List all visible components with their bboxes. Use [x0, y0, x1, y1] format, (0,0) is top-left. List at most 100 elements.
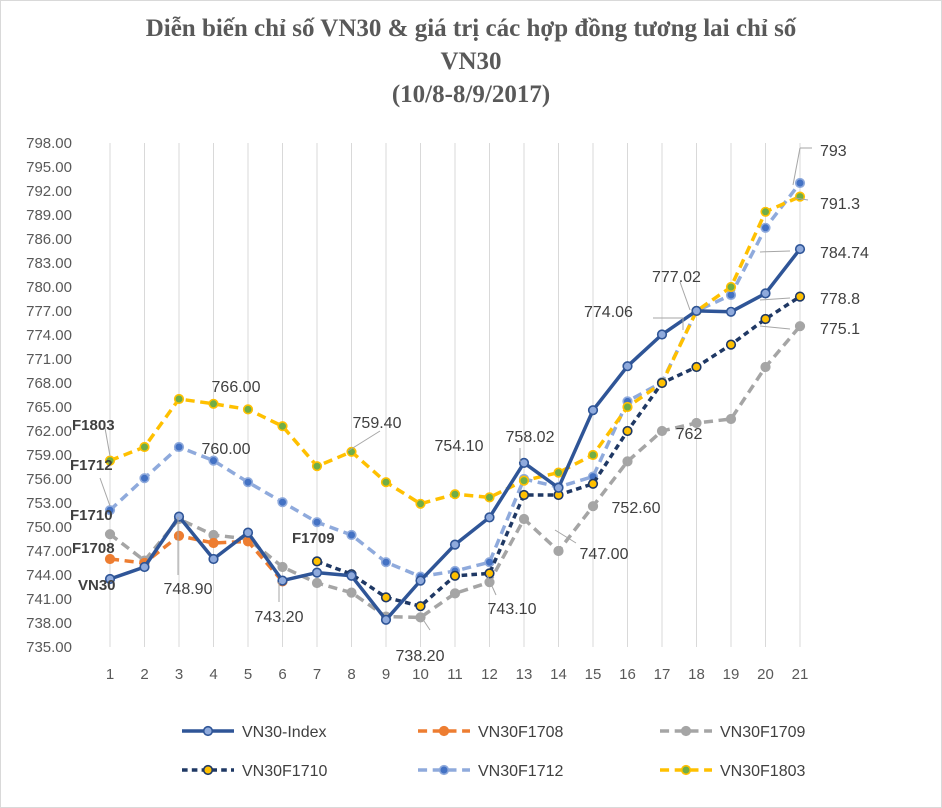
legend-item-vn30f1709[interactable]: VN30F1709 [660, 724, 805, 741]
point-vn30f1709-6 [277, 561, 288, 573]
y-tick-label: 777.00 [26, 303, 72, 320]
y-tick-label: 750.00 [26, 519, 72, 536]
point-vn30-index-2 [139, 561, 150, 573]
point-vn30-index-12 [484, 512, 495, 523]
x-tick-label-18: 18 [688, 666, 705, 683]
y-tick-label: 786.00 [26, 231, 72, 248]
annotation-leader [759, 250, 791, 253]
annotation-leader-lines [99, 147, 812, 631]
point-vn30f1709-11 [449, 588, 461, 599]
y-tick-label: 792.00 [26, 183, 72, 200]
point-vn30-index-21 [794, 243, 806, 255]
x-tick-label-17: 17 [654, 666, 671, 683]
data-label-759.40: 759.40 [353, 415, 402, 432]
x-tick-label-6: 6 [278, 666, 286, 683]
legend-label: VN30F1709 [720, 724, 805, 741]
data-label-743.10: 743.10 [488, 601, 537, 618]
point-vn30f1803-6 [277, 421, 288, 432]
y-tick-label: 735.00 [26, 639, 72, 656]
legend-marker [680, 725, 692, 737]
legend-item-vn30-index[interactable]: VN30-Index [182, 724, 327, 741]
point-vn30f1709-20 [760, 361, 771, 373]
annotation-leader [554, 529, 577, 544]
gridlines [109, 143, 801, 647]
point-vn30f1708-1 [104, 553, 116, 565]
point-vn30-index-4 [208, 553, 219, 565]
point-vn30f1803-3 [173, 393, 185, 405]
point-vn30-index-5 [242, 527, 254, 538]
legend-item-vn30f1712[interactable]: VN30F1712 [418, 763, 563, 780]
point-vn30f1710-17 [656, 377, 668, 389]
point-vn30f1803-2 [139, 441, 150, 453]
point-vn30-index-9 [380, 614, 392, 625]
point-vn30f1712-20 [760, 222, 771, 233]
x-tick-label-12: 12 [481, 666, 498, 683]
x-tick-label-11: 11 [447, 666, 463, 683]
point-vn30f1710-16 [622, 425, 633, 437]
x-axis-ticks: 1 2 3 4 5 6 7 8 9 10 11 12 13 14 15 16 17 18 19 20 21 [106, 666, 809, 683]
legend-item-vn30f1803[interactable]: VN30F1803 [660, 763, 805, 780]
point-vn30f1712-8 [346, 529, 357, 541]
legend-item-vn30f1708[interactable]: VN30F1708 [418, 724, 563, 741]
data-label-760.00: 760.00 [202, 441, 251, 458]
point-vn30f1710-20 [760, 313, 771, 325]
annotation-leader [679, 281, 691, 311]
data-label-747.00: 747.00 [580, 546, 629, 563]
series-label-f1712: F1712 [70, 457, 113, 474]
x-tick-label-7: 7 [313, 666, 321, 683]
annotation-leader [421, 617, 431, 631]
point-vn30f1712-7 [311, 517, 323, 528]
point-vn30-index-10 [415, 575, 426, 586]
point-vn30f1709-19 [725, 413, 737, 425]
point-vn30f1710-12 [484, 568, 495, 579]
data-annotations: 766.00 760.00 759.40 754.10 758.02 748.90 743.… [70, 143, 869, 665]
chart-title: Diễn biến chỉ số VN30 & giá trị các hợp … [0, 12, 942, 111]
data-label-784.74: 784.74 [820, 245, 869, 262]
point-vn30f1709-21 [794, 321, 806, 332]
series-label-f1708: F1708 [72, 540, 115, 557]
data-label-778.8: 778.8 [820, 291, 860, 308]
point-vn30f1803-16 [622, 401, 633, 413]
y-tick-label: 795.00 [26, 159, 72, 176]
point-vn30f1712-9 [380, 557, 392, 568]
y-tick-label: 762.00 [26, 423, 72, 440]
point-vn30f1709-18 [691, 417, 702, 429]
point-vn30f1710-19 [725, 339, 737, 350]
point-vn30-index-11 [449, 539, 461, 550]
point-vn30-index-8 [346, 570, 357, 581]
annotation-leader [347, 430, 381, 452]
annotation-leader [759, 325, 791, 330]
data-label-791.3: 791.3 [820, 196, 860, 213]
x-tick-label-19: 19 [723, 666, 740, 683]
data-label-775.1: 775.1 [820, 321, 860, 338]
legend-marker [202, 725, 214, 737]
point-vn30f1709-7 [311, 577, 323, 589]
x-tick-label-20: 20 [757, 666, 774, 683]
legend-item-vn30f1710[interactable]: VN30F1710 [182, 763, 327, 780]
point-vn30-index-17 [656, 329, 668, 340]
point-vn30f1803-7 [311, 461, 323, 472]
data-label-766.00: 766.00 [212, 379, 261, 396]
y-tick-label: 744.00 [26, 567, 72, 584]
y-tick-label: 798.00 [26, 135, 72, 152]
point-vn30f1712-3 [173, 441, 185, 453]
point-vn30f1708-4 [208, 537, 219, 549]
data-label-743.20: 743.20 [255, 609, 304, 626]
legend-label: VN30F1712 [478, 763, 563, 780]
x-tick-label-8: 8 [347, 666, 355, 683]
point-vn30f1803-19 [725, 281, 737, 293]
chart-title-line-3: (10/8-8/9/2017) [391, 81, 551, 108]
legend-marker [438, 725, 450, 737]
point-vn30f1803-14 [553, 467, 564, 478]
x-tick-label-16: 16 [619, 666, 636, 683]
point-vn30f1710-11 [449, 570, 461, 581]
series-label-f1710: F1710 [70, 507, 113, 524]
point-vn30f1803-20 [760, 206, 771, 217]
point-vn30f1803-1 [104, 455, 116, 466]
legend-marker [202, 764, 214, 776]
series-lines [104, 177, 806, 625]
annotation-leader [104, 427, 111, 457]
point-vn30f1710-15 [587, 478, 599, 489]
series-label-f1709: F1709 [292, 530, 335, 547]
